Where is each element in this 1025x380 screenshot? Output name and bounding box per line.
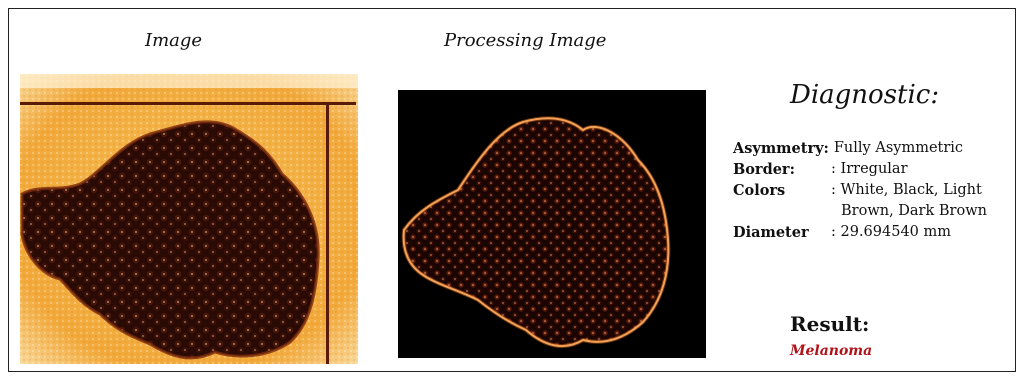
border-value: : Irregular — [831, 161, 908, 177]
result-title: Result: — [790, 312, 870, 336]
asymmetry-row: Asymmetry: Fully Asymmetric — [733, 138, 1011, 159]
diagnostic-details: Asymmetry: Fully Asymmetric Border: : Ir… — [733, 138, 1011, 243]
original-lesion-graphic — [20, 74, 358, 364]
diagnostic-title: Diagnostic: — [790, 80, 940, 110]
original-lesion-image — [20, 74, 358, 364]
result-value: Melanoma — [790, 343, 873, 359]
colors-label: Colors — [733, 182, 786, 199]
asymmetry-value: Fully Asymmetric — [833, 140, 964, 156]
asymmetry-label: Asymmetry: — [733, 140, 829, 157]
diameter-label: Diameter — [733, 224, 809, 241]
processing-column-title: Processing Image — [444, 30, 607, 51]
processed-lesion-graphic — [398, 90, 706, 358]
border-row: Border: : Irregular — [733, 159, 1011, 180]
colors-value-line1: : White, Black, Light — [831, 182, 982, 198]
colors-row: Colors : White, Black, Light — [733, 180, 1011, 201]
colors-value-line2: Brown, Dark Brown — [841, 203, 987, 219]
diameter-row: Diameter : 29.694540 mm — [733, 222, 1011, 243]
image-column-title: Image — [145, 30, 203, 51]
colors-row-continued: Brown, Dark Brown — [733, 201, 1011, 222]
processed-lesion-image — [398, 90, 706, 358]
diameter-value: : 29.694540 mm — [831, 224, 952, 240]
border-label: Border: — [733, 161, 795, 178]
